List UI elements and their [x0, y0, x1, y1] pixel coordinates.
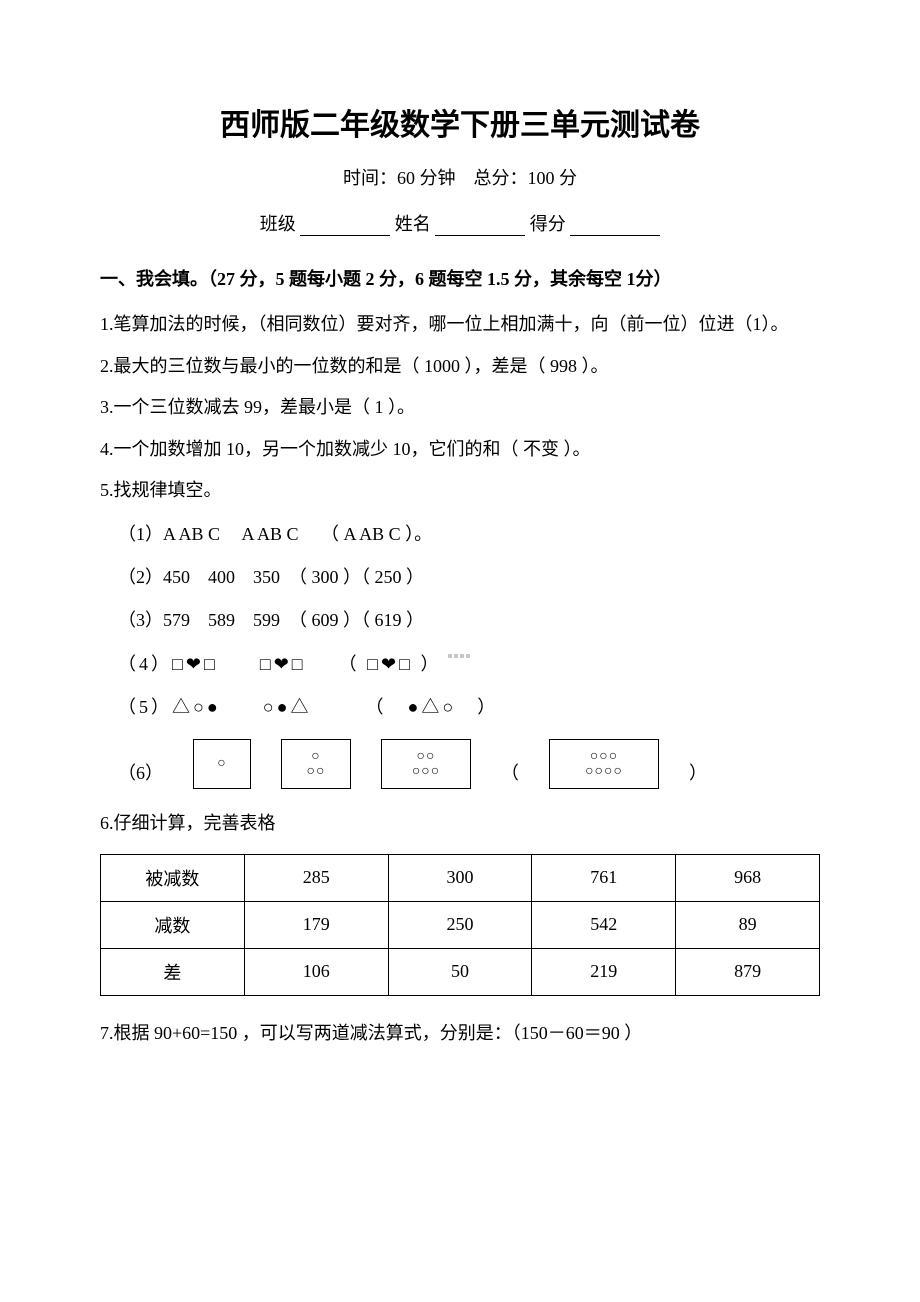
paren-open: （ — [501, 759, 519, 789]
table-row: 差 106 50 219 879 — [101, 948, 820, 995]
question-5-2: （2）450 400 350 （ 300 ）（ 250 ） — [100, 556, 820, 599]
name-label: 姓名 — [395, 214, 431, 234]
pattern-box-2-row2: ○○ — [307, 764, 326, 779]
pattern-box-3-row1: ○○ — [417, 749, 436, 764]
table-cell: 250 — [388, 901, 532, 948]
pattern-box-4: ○○○ ○○○○ — [549, 739, 659, 789]
exam-meta: 时间：60 分钟 总分：100 分 — [100, 164, 820, 190]
question-4: 4.一个加数增加 10，另一个加数减少 10，它们的和（ 不变 ）。 — [100, 430, 820, 470]
row-header: 被减数 — [101, 854, 245, 901]
table-cell: 542 — [532, 901, 676, 948]
question-1: 1.笔算加法的时候，（相同数位）要对齐，哪一位上相加满十，向（前一位）位进（1）… — [100, 305, 820, 345]
question-2: 2.最大的三位数与最小的一位数的和是（ 1000 ），差是（ 998 ）。 — [100, 347, 820, 387]
table-cell: 300 — [388, 854, 532, 901]
student-info-line: 班级 姓名 得分 — [100, 210, 820, 236]
pattern-box-2: ○ ○○ — [281, 739, 351, 789]
question-5-intro: 5.找规律填空。 — [100, 471, 820, 511]
exam-title: 西师版二年级数学下册三单元测试卷 — [100, 100, 820, 144]
question-5-1: （1）A AB C A AB C （ A AB C ）。 — [100, 513, 820, 556]
table-row: 被减数 285 300 761 968 — [101, 854, 820, 901]
table-cell: 285 — [244, 854, 388, 901]
pattern-box-4-row2: ○○○○ — [585, 764, 623, 779]
watermark-dots — [448, 654, 470, 662]
row-header: 差 — [101, 948, 245, 995]
paren-close: ） — [689, 759, 707, 789]
pattern-box-3: ○○ ○○○ — [381, 739, 471, 789]
question-5-3: （3）579 589 599 （ 609 ）（ 619 ） — [100, 599, 820, 642]
pattern-box-2-row1: ○ — [311, 749, 320, 764]
question-5-6-label: （6） — [118, 759, 163, 789]
table-row: 减数 179 250 542 89 — [101, 901, 820, 948]
table-cell: 106 — [244, 948, 388, 995]
pattern-box-3-row2: ○○○ — [412, 764, 440, 779]
score-blank[interactable] — [570, 218, 660, 236]
table-cell: 219 — [532, 948, 676, 995]
section-1-header: 一、我会填。（27 分，5 题每小题 2 分，6 题每空 1.5 分，其余每空 … — [100, 261, 820, 297]
question-3: 3.一个三位数减去 99，差最小是（ 1 ）。 — [100, 388, 820, 428]
pattern-box-1-row: ○ — [217, 756, 226, 771]
table-cell: 50 — [388, 948, 532, 995]
score-label: 得分 — [530, 214, 566, 234]
calc-table: 被减数 285 300 761 968 减数 179 250 542 89 差 … — [100, 854, 820, 996]
question-5-4: （4）□❤□ □❤□ （ □❤□ ） — [100, 643, 820, 686]
pattern-box-4-row1: ○○○ — [590, 749, 618, 764]
question-5-5: （5）△○● ○●△ （ ●△○ ） — [100, 686, 820, 729]
question-6-intro: 6.仔细计算，完善表格 — [100, 804, 820, 844]
question-5-6: （6） ○ ○ ○○ ○○ ○○○ （ ○○○ ○○○○ ） — [100, 739, 820, 789]
class-label: 班级 — [260, 214, 296, 234]
table-cell: 89 — [676, 901, 820, 948]
class-blank[interactable] — [300, 218, 390, 236]
name-blank[interactable] — [435, 218, 525, 236]
table-cell: 761 — [532, 854, 676, 901]
table-cell: 879 — [676, 948, 820, 995]
row-header: 减数 — [101, 901, 245, 948]
table-cell: 179 — [244, 901, 388, 948]
question-7: 7.根据 90+60=150 ，可以写两道减法算式，分别是：（150－60＝90… — [100, 1014, 820, 1054]
pattern-box-1: ○ — [193, 739, 251, 789]
table-cell: 968 — [676, 854, 820, 901]
